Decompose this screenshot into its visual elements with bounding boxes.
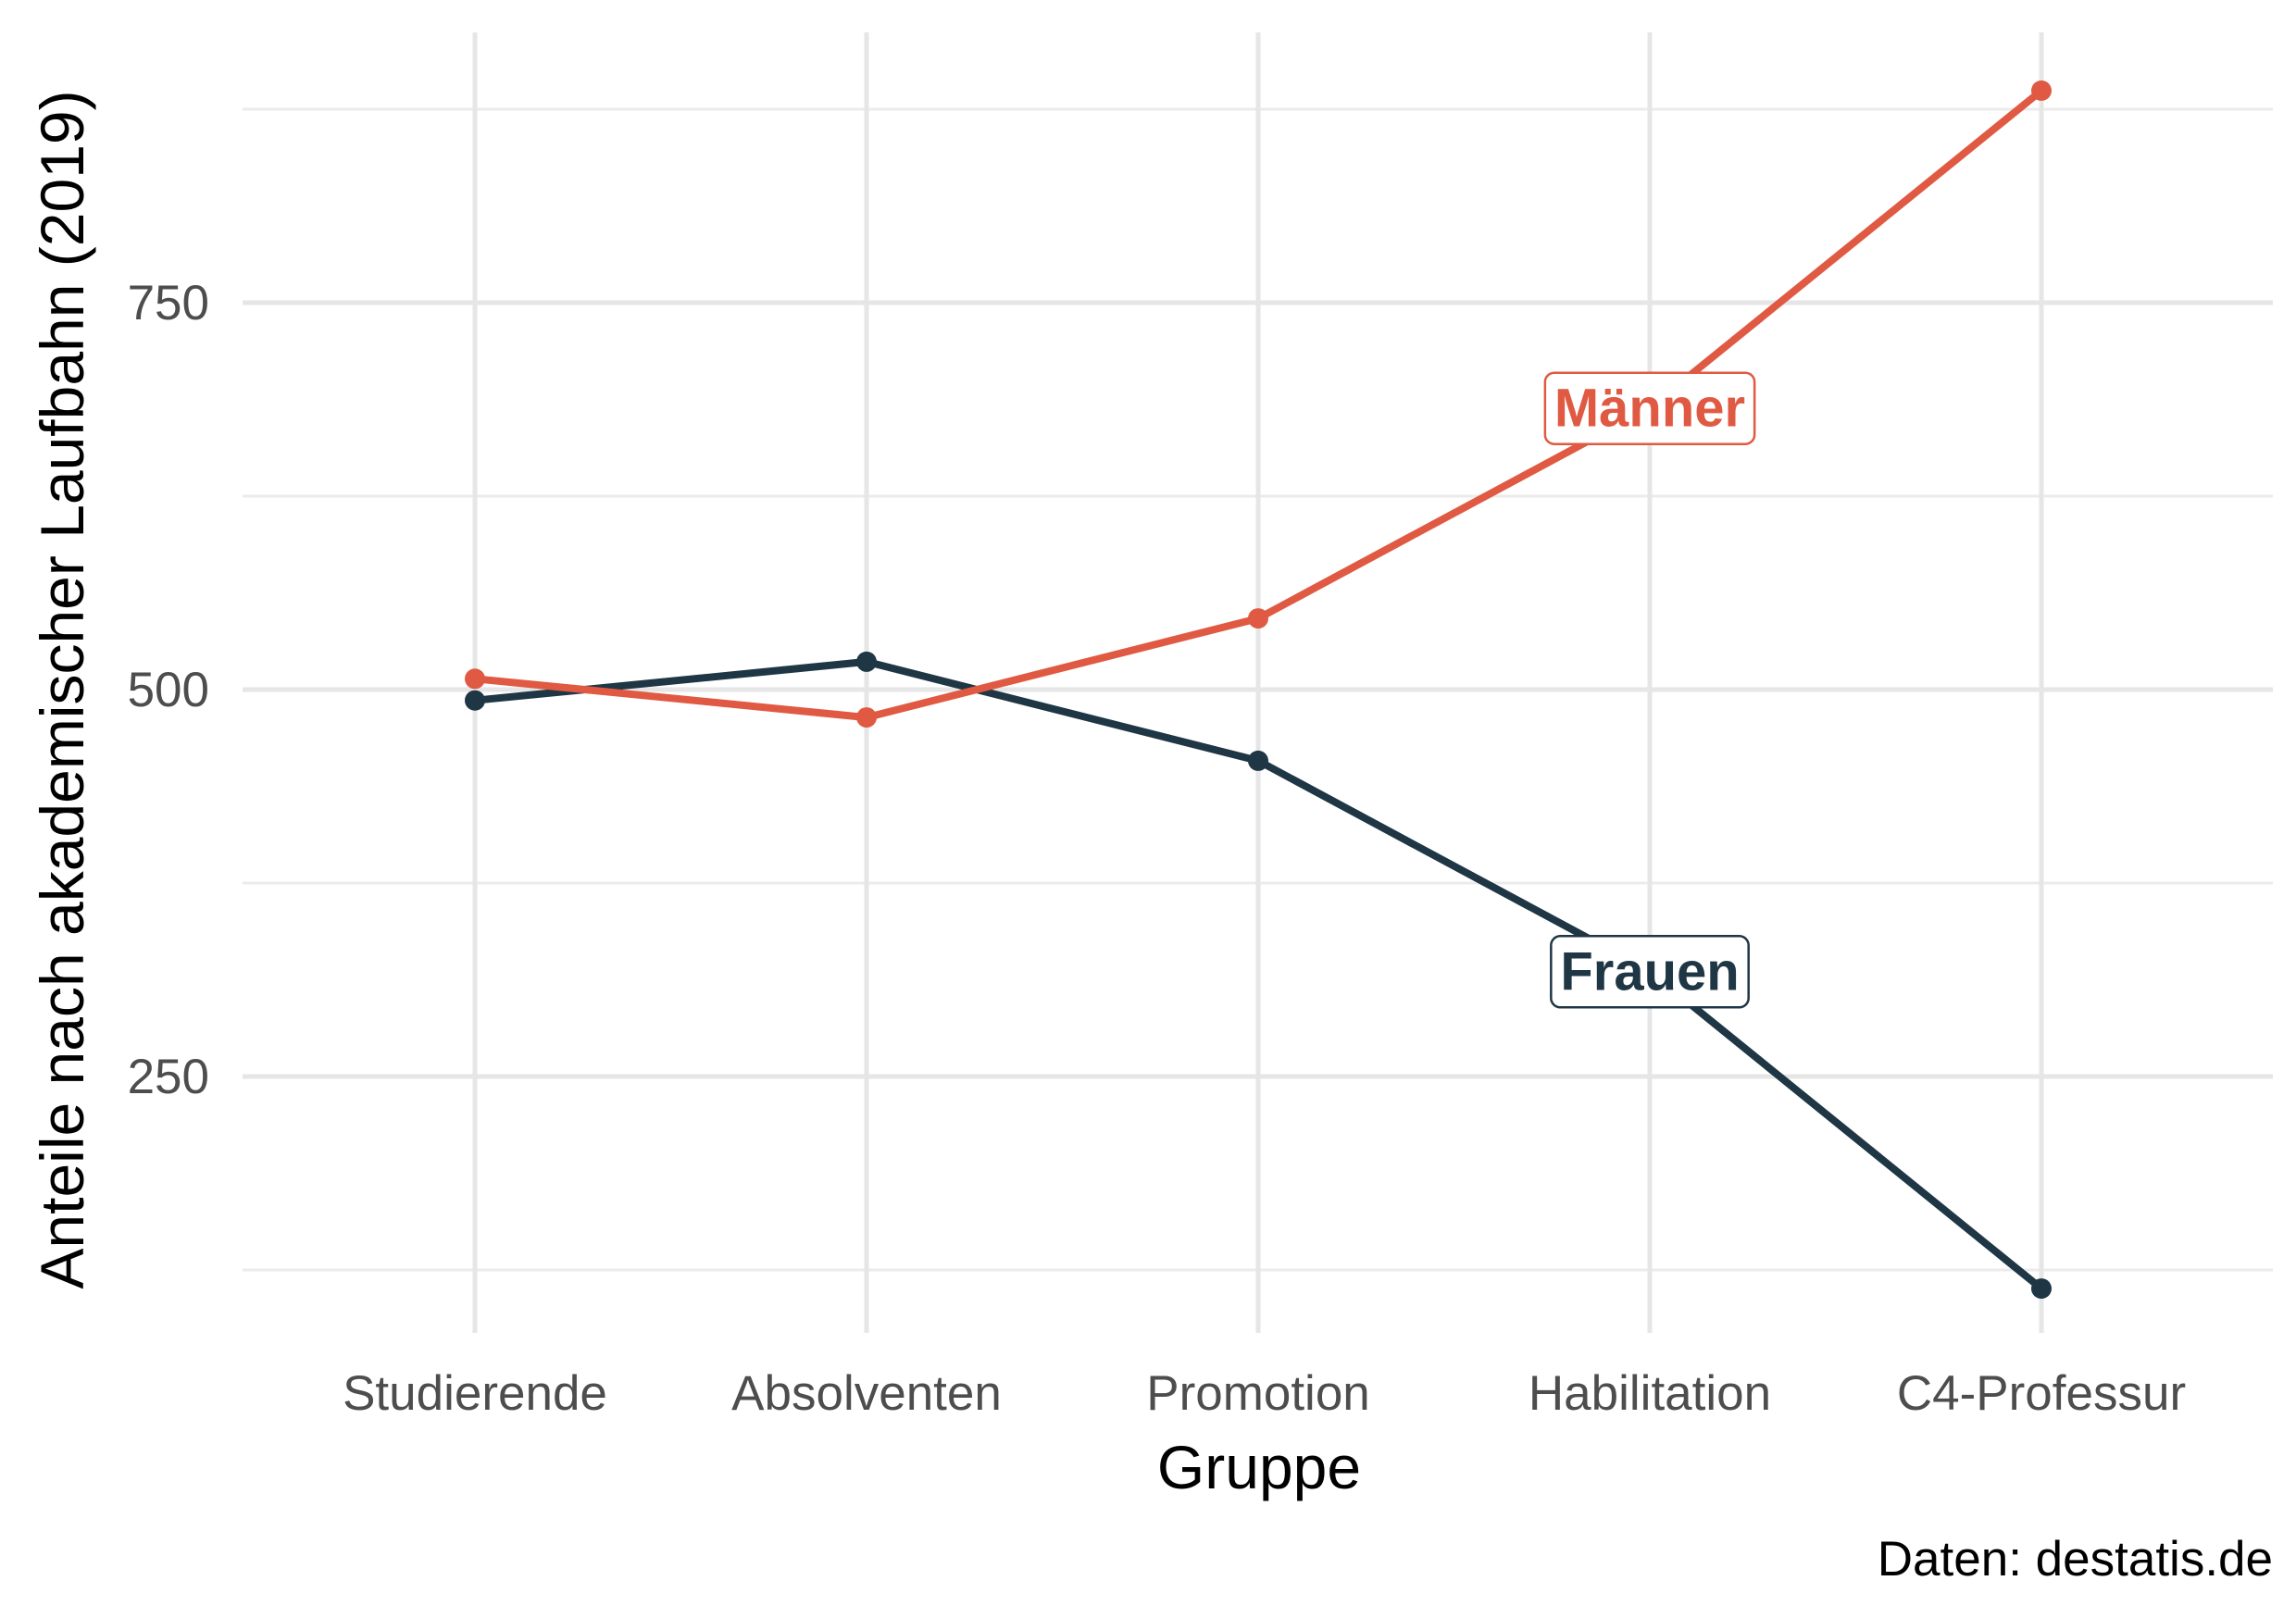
series-label-text: Männer bbox=[1554, 379, 1745, 439]
y-axis-ticks: 250 500 750 bbox=[128, 276, 209, 1104]
y-axis-title: Anteile nach akademischer Laufbahn (2019… bbox=[28, 90, 96, 1288]
series-label-text: Frauen bbox=[1560, 941, 1739, 1002]
data-point-frauen bbox=[856, 651, 877, 672]
x-axis-ticks: Studierende Absolventen Promotion Habilitat… bbox=[343, 1366, 2186, 1421]
series-label-box bbox=[1550, 935, 1750, 1009]
data-point-männer bbox=[465, 668, 485, 690]
y-tick-label: 750 bbox=[128, 276, 209, 330]
y-tick-label: 250 bbox=[128, 1050, 209, 1104]
data-point-frauen bbox=[465, 690, 485, 711]
x-tick-label: C4-Professur bbox=[1897, 1366, 2186, 1421]
data-point-männer bbox=[2031, 80, 2052, 101]
series-label-frauen: Frauen bbox=[1550, 935, 1750, 1009]
x-tick-label: Absolventen bbox=[731, 1366, 1002, 1421]
series-layer bbox=[465, 80, 2052, 1300]
x-tick-label: Studierende bbox=[343, 1366, 607, 1421]
series-label-männer: Männer bbox=[1543, 371, 1756, 445]
data-point-frauen bbox=[2031, 1278, 2052, 1300]
data-point-männer bbox=[856, 707, 877, 728]
series-labels: Männer Frauen bbox=[1543, 371, 1756, 1009]
x-tick-label: Promotion bbox=[1146, 1366, 1370, 1421]
data-point-männer bbox=[1248, 608, 1268, 629]
y-tick-label: 500 bbox=[128, 663, 209, 717]
x-axis-title: Gruppe bbox=[1157, 1433, 1361, 1501]
series-label-box bbox=[1543, 371, 1756, 445]
x-tick-label: Habilitation bbox=[1529, 1366, 1771, 1421]
data-point-frauen bbox=[1248, 750, 1268, 771]
data-source-caption: Daten: destatis.de bbox=[1878, 1532, 2273, 1587]
